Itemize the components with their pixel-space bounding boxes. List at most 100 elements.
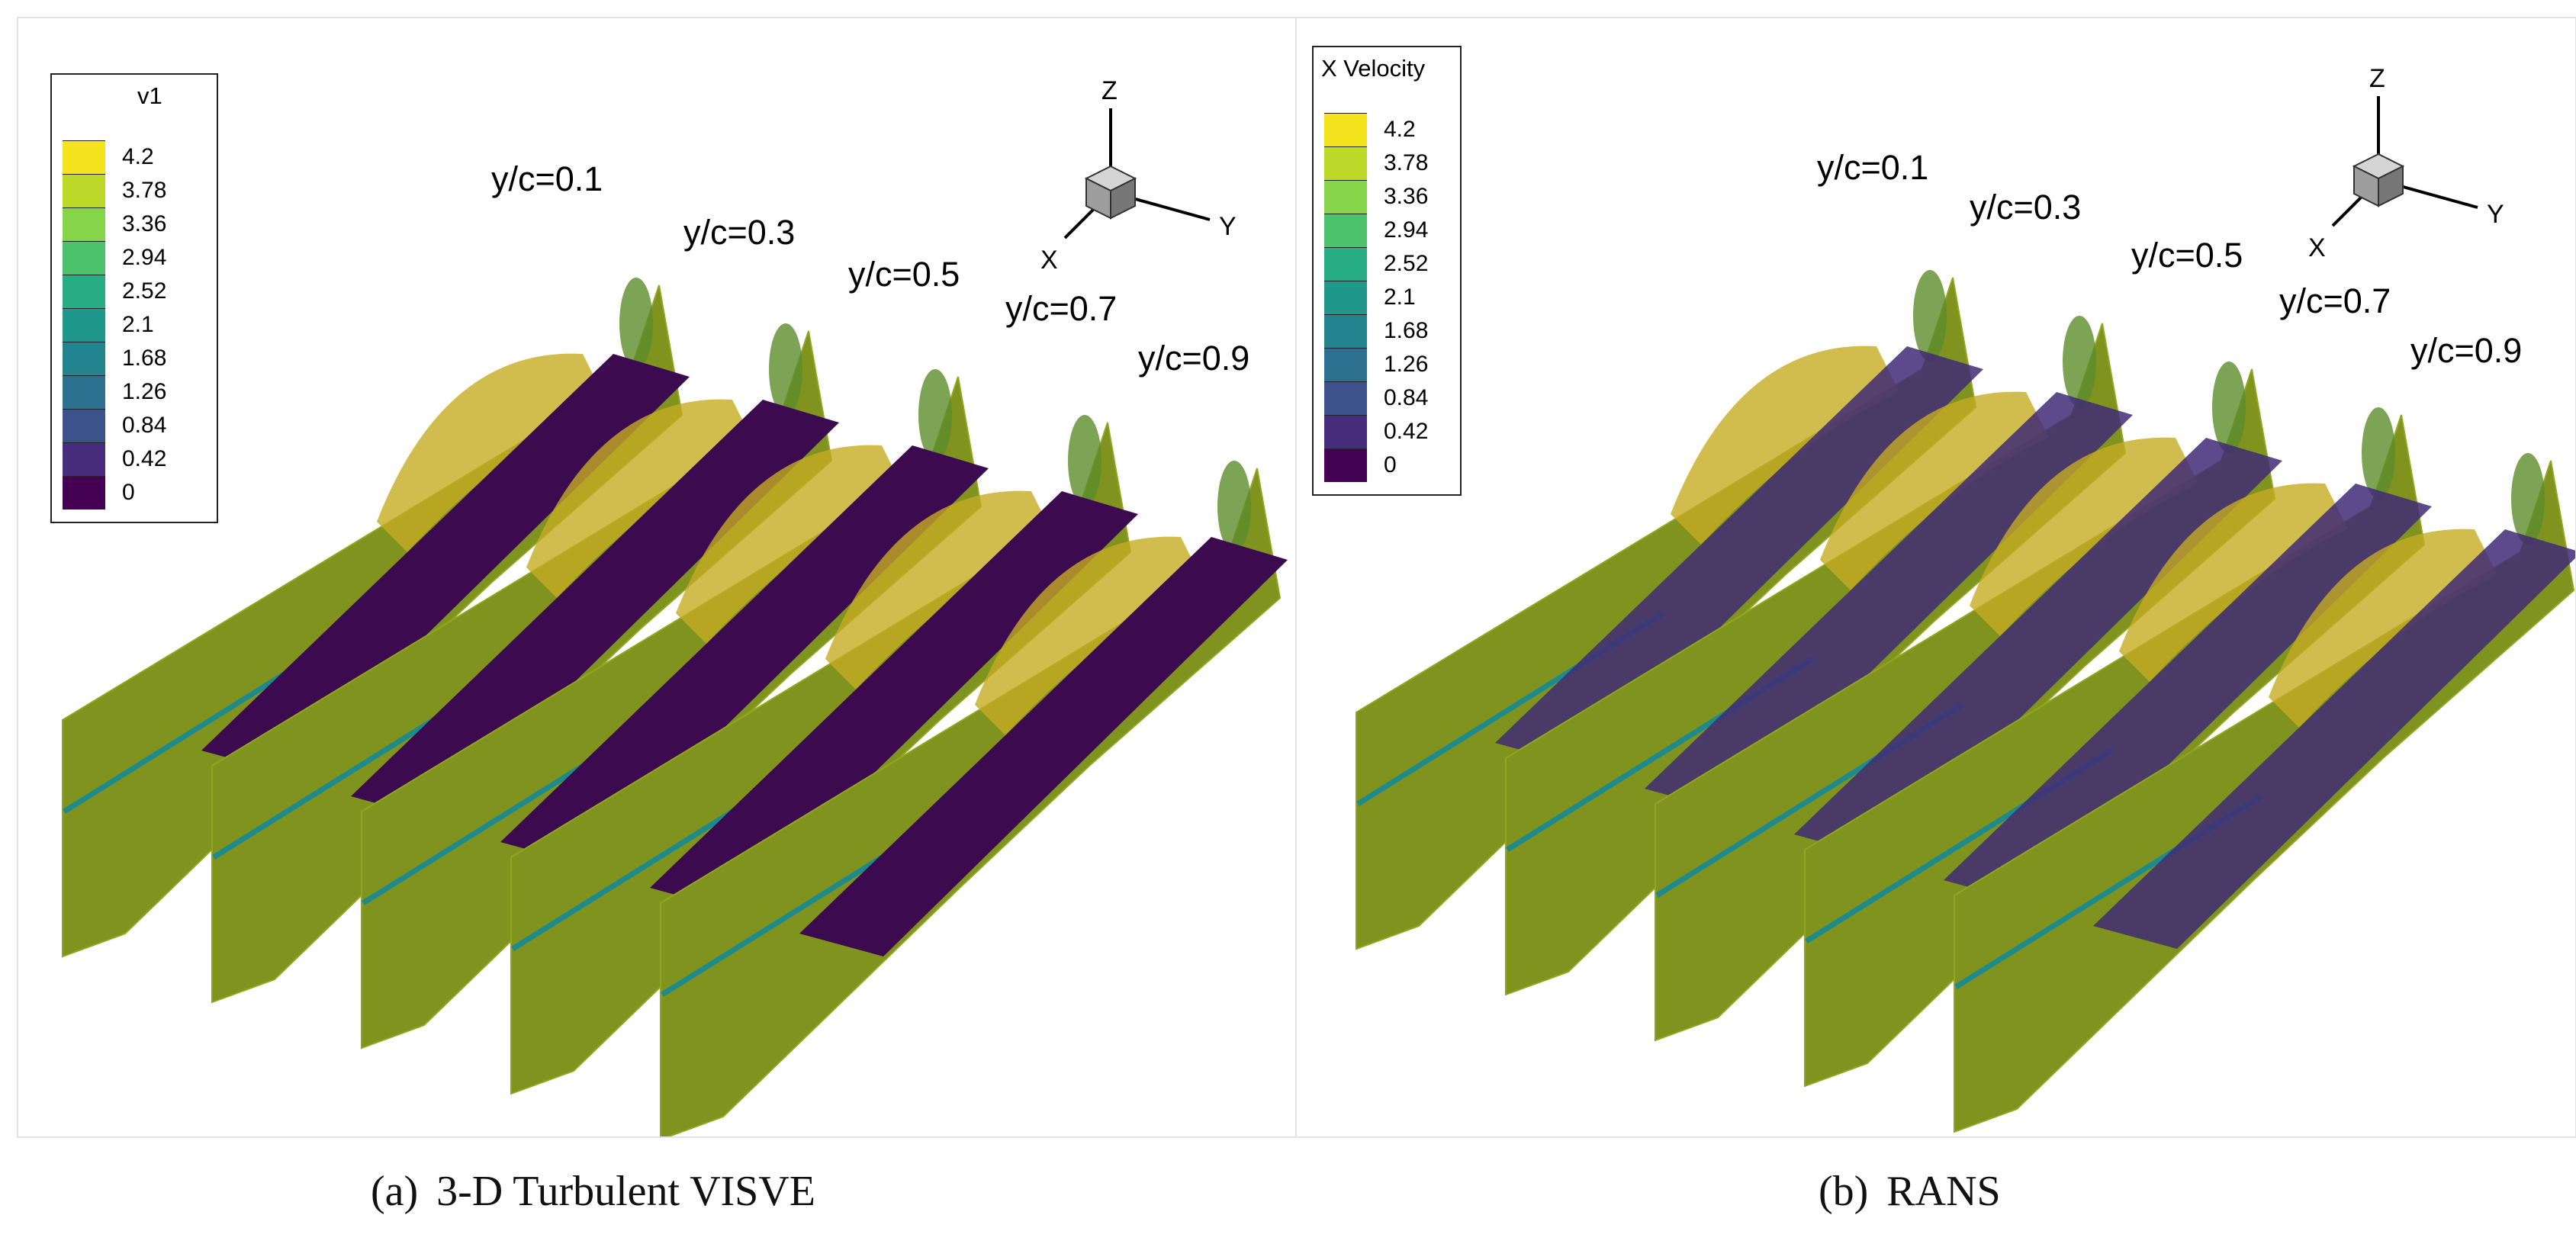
- blade-surface: [1645, 392, 2133, 812]
- legend-label: 0.42: [122, 446, 167, 471]
- legend-level: 1.68: [63, 342, 166, 375]
- legend-swatch: [1324, 214, 1367, 247]
- legend-swatch: [1324, 415, 1367, 448]
- colorbar-legend: X Velocity 4.2 3.78 3.36 2.94 2.52 2.1 1.68 1.2…: [1312, 46, 1462, 496]
- legend-level: 1.26: [1324, 348, 1428, 381]
- legend-label: 4.2: [1384, 117, 1416, 142]
- triad-z-label: Z: [2369, 64, 2385, 93]
- legend-swatch: [1324, 113, 1367, 146]
- tip-vortex-patch: [1913, 270, 1947, 362]
- triad-z-label: Z: [1101, 76, 1118, 105]
- legend-swatch: [1324, 314, 1367, 348]
- caption-text: RANS: [1886, 1168, 2001, 1215]
- legend-level: 2.52: [63, 275, 166, 308]
- legend-swatch: [63, 476, 105, 509]
- station-label-07: y/c=0.7: [1005, 289, 1118, 328]
- legend-label: 2.1: [1384, 284, 1416, 310]
- blade-surface: [2093, 529, 2575, 949]
- legend-level: 2.52: [1324, 247, 1428, 281]
- triad-x-label: X: [2308, 233, 2326, 262]
- panel-visve: Z Y X v1 4.2 3.78 3.36 2.94 2.52 2.1 1.68 1.26 0.8…: [17, 17, 1298, 1138]
- panel-rans: Z Y X X Velocity 4.2 3.78 3.36 2.94 2.52 2.1 1.6…: [1295, 17, 2576, 1138]
- legend-swatch: [1324, 348, 1367, 381]
- colorbar-legend: v1 4.2 3.78 3.36 2.94 2.52 2.1 1.68 1.26 0.84 0.4…: [50, 73, 218, 523]
- legend-level: 2.1: [63, 308, 154, 342]
- legend-title: v1: [137, 82, 162, 109]
- station-label-05: y/c=0.5: [848, 255, 960, 294]
- legend-swatch: [63, 442, 105, 476]
- tip-vortex-patch: [1068, 415, 1101, 506]
- legend-label: 1.68: [122, 346, 167, 371]
- high-velocity-region: [1970, 437, 2198, 636]
- legend-level: 3.36: [1324, 180, 1428, 214]
- legend-title: X Velocity: [1321, 55, 1426, 82]
- legend-swatch: [63, 207, 105, 241]
- legend-level: 0: [1324, 448, 1397, 482]
- legend-swatch: [63, 342, 105, 375]
- blade-surface: [500, 445, 989, 865]
- caption-b: (b) RANS: [1819, 1167, 2001, 1216]
- legend-label: 2.1: [122, 312, 154, 337]
- high-velocity-region: [676, 445, 905, 644]
- legend-level: 3.36: [63, 207, 166, 241]
- tip-vortex-patch: [2063, 316, 2096, 407]
- legend-level: 2.94: [1324, 214, 1428, 247]
- station-label-03: y/c=0.3: [1970, 188, 2082, 227]
- tip-vortex-patch: [1217, 461, 1251, 552]
- tip-vortex-patch: [2362, 407, 2395, 499]
- legend-label: 0.84: [1384, 385, 1429, 410]
- blade-surface: [1944, 484, 2432, 903]
- legend-swatch: [1324, 146, 1367, 180]
- legend-label: 0.84: [122, 413, 167, 438]
- legend-swatch: [1324, 180, 1367, 214]
- legend-swatch: [63, 241, 105, 275]
- legend-swatch: [63, 275, 105, 308]
- legend-swatch: [63, 375, 105, 409]
- legend-level: 0: [63, 476, 135, 509]
- legend-level: 0.42: [1324, 415, 1428, 448]
- station-label-07: y/c=0.7: [2279, 281, 2391, 320]
- triad-cube-right: [1110, 177, 1136, 220]
- legend-label: 4.2: [122, 144, 154, 169]
- legend-level: 2.94: [63, 241, 166, 275]
- legend-level: 4.2: [1324, 113, 1416, 146]
- tip-vortex-patch: [2511, 453, 2545, 545]
- legend-swatch: [1324, 448, 1367, 482]
- legend-swatch: [1324, 281, 1367, 314]
- triad-x-label: X: [1040, 246, 1058, 275]
- legend-label: 2.52: [122, 278, 167, 304]
- blade-surface: [799, 537, 1288, 956]
- legend-label: 1.26: [122, 379, 167, 404]
- tip-vortex-patch: [2212, 362, 2246, 453]
- legend-level: 3.78: [63, 174, 166, 207]
- blade-surface: [1794, 438, 2282, 857]
- high-velocity-region: [377, 353, 606, 552]
- high-velocity-region: [1820, 391, 2049, 590]
- station-label-05: y/c=0.5: [2131, 236, 2243, 275]
- caption-tag: (a): [371, 1168, 419, 1215]
- legend-swatch: [63, 308, 105, 342]
- legend-label: 1.26: [1384, 352, 1429, 377]
- legend-level: 2.1: [1324, 281, 1416, 314]
- high-velocity-region: [975, 536, 1204, 735]
- legend-label: 0: [1384, 452, 1397, 477]
- triad-y-label: Y: [2487, 200, 2504, 229]
- tip-vortex-patch: [619, 278, 653, 369]
- station-label-09: y/c=0.9: [1138, 339, 1250, 378]
- contour-plot-rans: Z Y X: [1356, 64, 2575, 1133]
- legend-swatch: [63, 140, 105, 174]
- blade-surface: [201, 354, 690, 773]
- legend-level: 0.42: [63, 442, 166, 476]
- legend-swatch: [1324, 247, 1367, 281]
- blade-surface: [1495, 346, 1983, 766]
- legend-swatch: [63, 409, 105, 442]
- legend-label: 3.36: [1384, 184, 1429, 209]
- legend-level: 0.84: [63, 409, 166, 442]
- high-velocity-region: [2119, 483, 2348, 682]
- legend-label: 2.94: [122, 245, 167, 270]
- triad-cube-right: [2378, 165, 2404, 207]
- station-label-01: y/c=0.1: [1817, 148, 1929, 187]
- legend-label: 2.52: [1384, 251, 1429, 276]
- legend-label: 3.78: [122, 178, 167, 203]
- legend-level: 1.68: [1324, 314, 1428, 348]
